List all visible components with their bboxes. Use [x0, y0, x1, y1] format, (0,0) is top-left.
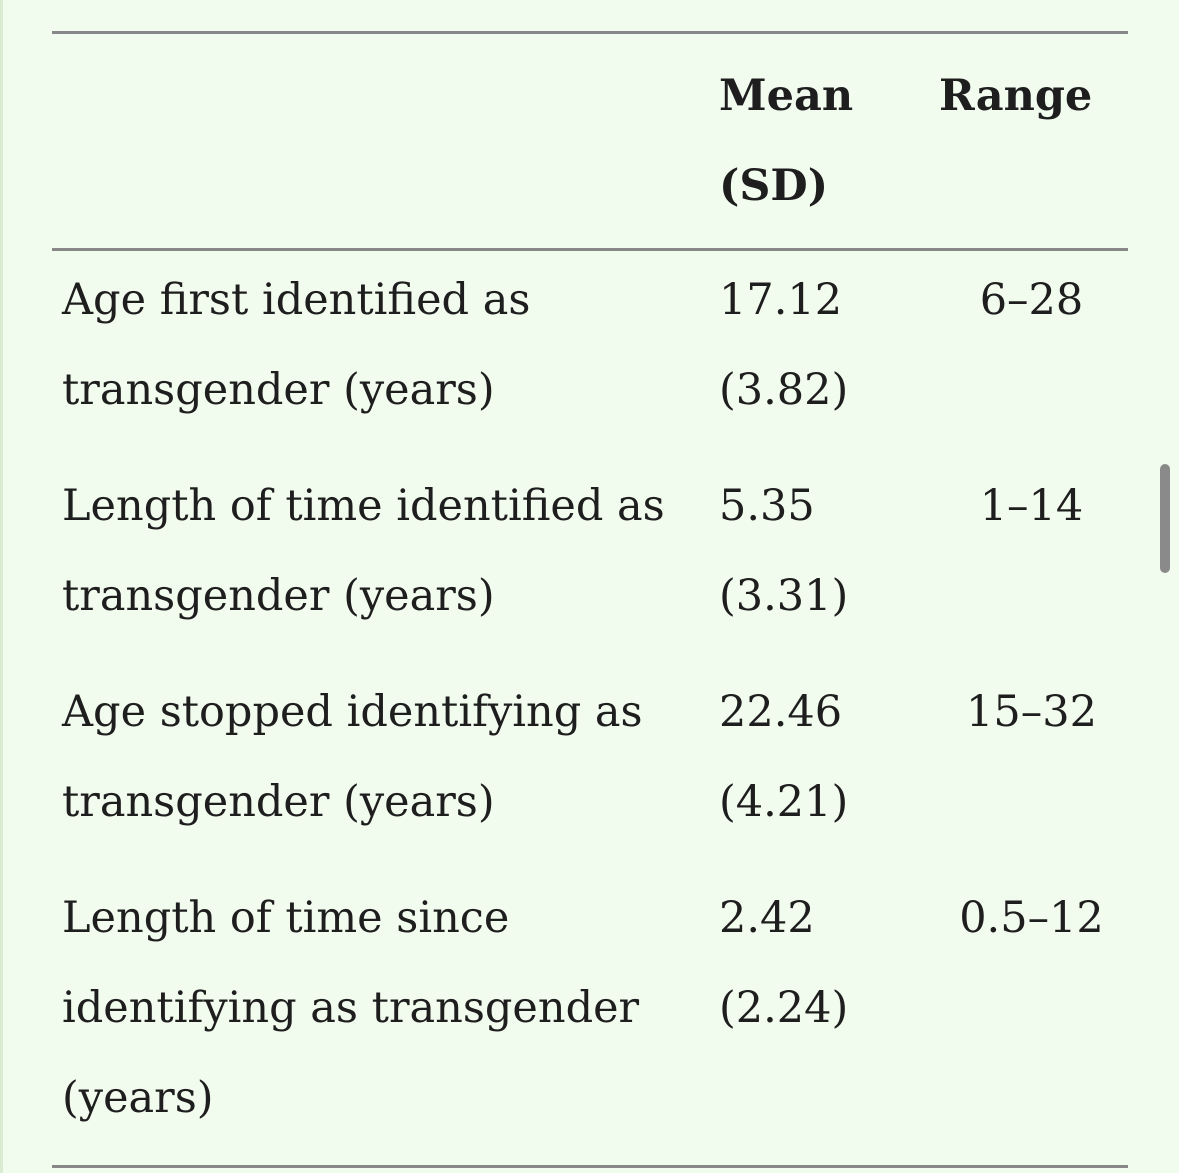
data-table-container: Mean (SD) Range Age first identified as …	[52, 31, 1128, 1168]
row-mean: 2.42 (2.24)	[719, 893, 849, 1033]
row-label: Age stopped identifying as transgender (…	[62, 687, 643, 827]
row-label: Length of time since identifying as tran…	[62, 893, 640, 1123]
data-table: Mean (SD) Range Age first identified as …	[52, 31, 1128, 1168]
table-row: Age stopped identifying as transgender (…	[52, 663, 1128, 869]
row-mean: 22.46 (4.21)	[719, 687, 849, 827]
row-label: Age first identified as transgender (yea…	[62, 275, 531, 415]
table-row: Length of time identified as transgender…	[52, 457, 1128, 663]
header-range: Range	[939, 71, 1093, 121]
row-label: Length of time identified as transgender…	[62, 481, 665, 621]
page-edge	[0, 0, 3, 1173]
row-range: 15–32	[966, 687, 1097, 737]
row-mean: 17.12 (3.82)	[719, 275, 849, 415]
table-header-row: Mean (SD) Range	[52, 32, 1128, 250]
table-row: Length of time since identifying as tran…	[52, 869, 1128, 1167]
header-label	[52, 33, 709, 250]
row-range: 0.5–12	[959, 893, 1104, 943]
row-mean: 5.35 (3.31)	[719, 481, 849, 621]
table-row: Age first identified as transgender (yea…	[52, 250, 1128, 458]
row-range: 6–28	[979, 275, 1084, 325]
header-mean: Mean (SD)	[719, 71, 854, 211]
vertical-scrollbar-thumb[interactable]	[1160, 464, 1170, 573]
row-range: 1–14	[979, 481, 1084, 531]
